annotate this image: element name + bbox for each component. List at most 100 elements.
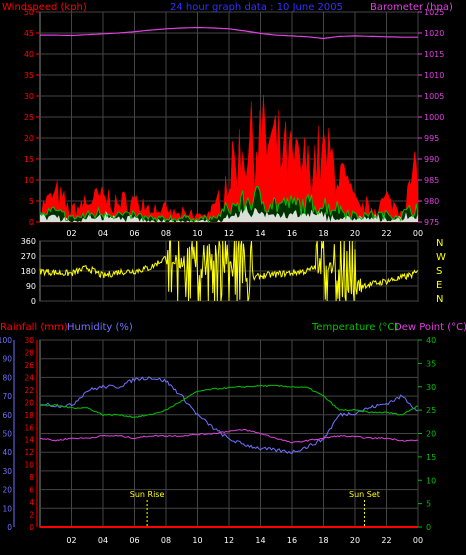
rainfall-tick-label: 14 — [24, 436, 34, 445]
barometer-tick-label: 1010 — [424, 71, 444, 80]
rainfall-tick-label: 12 — [24, 448, 34, 457]
barometer-tick-label: 990 — [424, 155, 439, 164]
temperature-tick-label: 25 — [426, 406, 436, 415]
wind-x-tick-label: 08 — [161, 229, 171, 238]
wind-x-tick-label: 02 — [66, 229, 76, 238]
barometer-tick-label: 1015 — [424, 50, 444, 59]
compass-label: S — [436, 266, 442, 277]
temperature-tick-label: 30 — [426, 383, 436, 392]
rainfall-tick-label: 4 — [29, 498, 34, 507]
wind-tick-label: 25 — [24, 113, 34, 122]
temperature-x-tick-label: 08 — [161, 536, 171, 545]
temperature-x-tick-label: 00 — [413, 536, 423, 545]
rainfall-tick-label: 18 — [24, 411, 34, 420]
direction-degree-label: 360 — [21, 237, 36, 246]
wind-x-tick-label: 12 — [224, 229, 234, 238]
humidity-tick-label: 60 — [2, 411, 12, 420]
rainfall-tick-label: 20 — [24, 398, 34, 407]
temperature-line — [39, 384, 419, 418]
temperature-x-tick-label: 20 — [350, 536, 360, 545]
chart-title: 24 hour graph data : 10 June 2005 — [170, 2, 343, 13]
barometer-tick-label: 980 — [424, 197, 439, 206]
wind-x-tick-label: 10 — [192, 229, 202, 238]
sun-set-label: Sun Set — [349, 490, 380, 499]
wind-x-tick-label: 06 — [129, 229, 139, 238]
barometer-y-right-ticks: 975 980 985 990 995 1000 1005 1010 1015 1020 1025 — [418, 8, 444, 227]
rainfall-tick-label: 24 — [24, 373, 34, 382]
temperature-grid — [40, 339, 419, 528]
temperature-tick-label: 5 — [426, 500, 431, 509]
wind-y-left-ticks: 0 5 10 15 20 25 30 35 40 45 50 — [24, 8, 40, 227]
temperature-x-tick-label: 10 — [192, 536, 202, 545]
wind-x-tick-label: 20 — [350, 229, 360, 238]
gust-area — [39, 94, 419, 223]
compass-label: N — [436, 238, 443, 249]
dewpoint-line — [40, 428, 419, 444]
dewpoint-label: Dew Point (°C) — [394, 322, 466, 333]
wind-tick-label: 15 — [24, 155, 34, 164]
barometer-tick-label: 985 — [424, 176, 439, 185]
wind-x-tick-label: 18 — [318, 229, 328, 238]
barometer-line — [40, 26, 418, 40]
lull-area — [40, 204, 418, 222]
direction-degree-label: 270 — [21, 252, 36, 261]
barometer-label: Barometer (hpa) — [370, 2, 453, 13]
rainfall-tick-label: 30 — [24, 336, 34, 345]
rainfall-tick-label: 22 — [24, 386, 34, 395]
wind-x-tick-label: 22 — [381, 229, 391, 238]
humidity-tick-label: 0 — [7, 523, 12, 532]
humidity-tick-label: 50 — [2, 430, 12, 439]
temperature-series — [39, 376, 419, 528]
sun-markers: Sun Rise Sun Set — [130, 490, 380, 527]
wind-tick-label: 20 — [24, 134, 34, 143]
rainfall-tick-label: 10 — [24, 461, 34, 470]
wind-tick-label: 50 — [24, 8, 34, 17]
compass-label: N — [436, 294, 443, 305]
wind-tick-label: 35 — [24, 71, 34, 80]
wind-tick-label: 45 — [24, 29, 34, 38]
direction-degree-ticks: 0 90 180 270 360 — [21, 237, 36, 306]
rainfall-tick-label: 2 — [29, 511, 34, 520]
barometer-tick-label: 1025 — [424, 8, 444, 17]
direction-series — [39, 240, 419, 302]
direction-degree-label: 90 — [26, 282, 36, 291]
temperature-tick-label: 35 — [426, 359, 436, 368]
temperature-ticks: 0 5 10 15 20 25 30 35 40 — [418, 336, 436, 532]
temperature-tick-label: 40 — [426, 336, 436, 345]
humidity-tick-label: 80 — [2, 373, 12, 382]
temperature-x-tick-label: 04 — [98, 536, 108, 545]
barometer-tick-label: 1020 — [424, 29, 444, 38]
wind-x-ticks: 02 04 06 08 10 12 14 16 18 20 22 00 — [66, 229, 423, 238]
temperature-x-tick-label: 18 — [318, 536, 328, 545]
humidity-ticks: 0 10 20 30 40 50 60 70 80 90 100 — [0, 336, 15, 532]
barometer-tick-label: 1000 — [424, 113, 444, 122]
temperature-x-tick-label: 22 — [381, 536, 391, 545]
wind-x-tick-label: 04 — [98, 229, 108, 238]
wind-tick-label: 10 — [24, 176, 34, 185]
humidity-tick-label: 100 — [0, 336, 12, 345]
temperature-x-tick-label: 16 — [287, 536, 297, 545]
compass-label: W — [436, 252, 446, 263]
humidity-label: Humidity (%) — [67, 322, 133, 333]
wind-tick-label: 40 — [24, 50, 34, 59]
temperature-x-tick-label: 06 — [129, 536, 139, 545]
wind-series — [39, 26, 419, 223]
humidity-tick-label: 10 — [2, 504, 12, 513]
direction-degree-label: 180 — [21, 267, 36, 276]
temperature-label: Temperature (°C) — [311, 322, 398, 333]
rainfall-tick-label: 26 — [24, 361, 34, 370]
barometer-tick-label: 975 — [424, 218, 439, 227]
barometer-tick-label: 995 — [424, 134, 439, 143]
direction-line — [39, 240, 419, 302]
rainfall-tick-label: 0 — [29, 523, 34, 532]
rainfall-label: Rainfall (mm) — [0, 322, 68, 333]
rainfall-tick-label: 8 — [29, 473, 34, 482]
temperature-x-ticks: 02 04 06 08 10 12 14 16 18 20 22 00 — [66, 536, 423, 545]
rainfall-tick-label: 16 — [24, 423, 34, 432]
